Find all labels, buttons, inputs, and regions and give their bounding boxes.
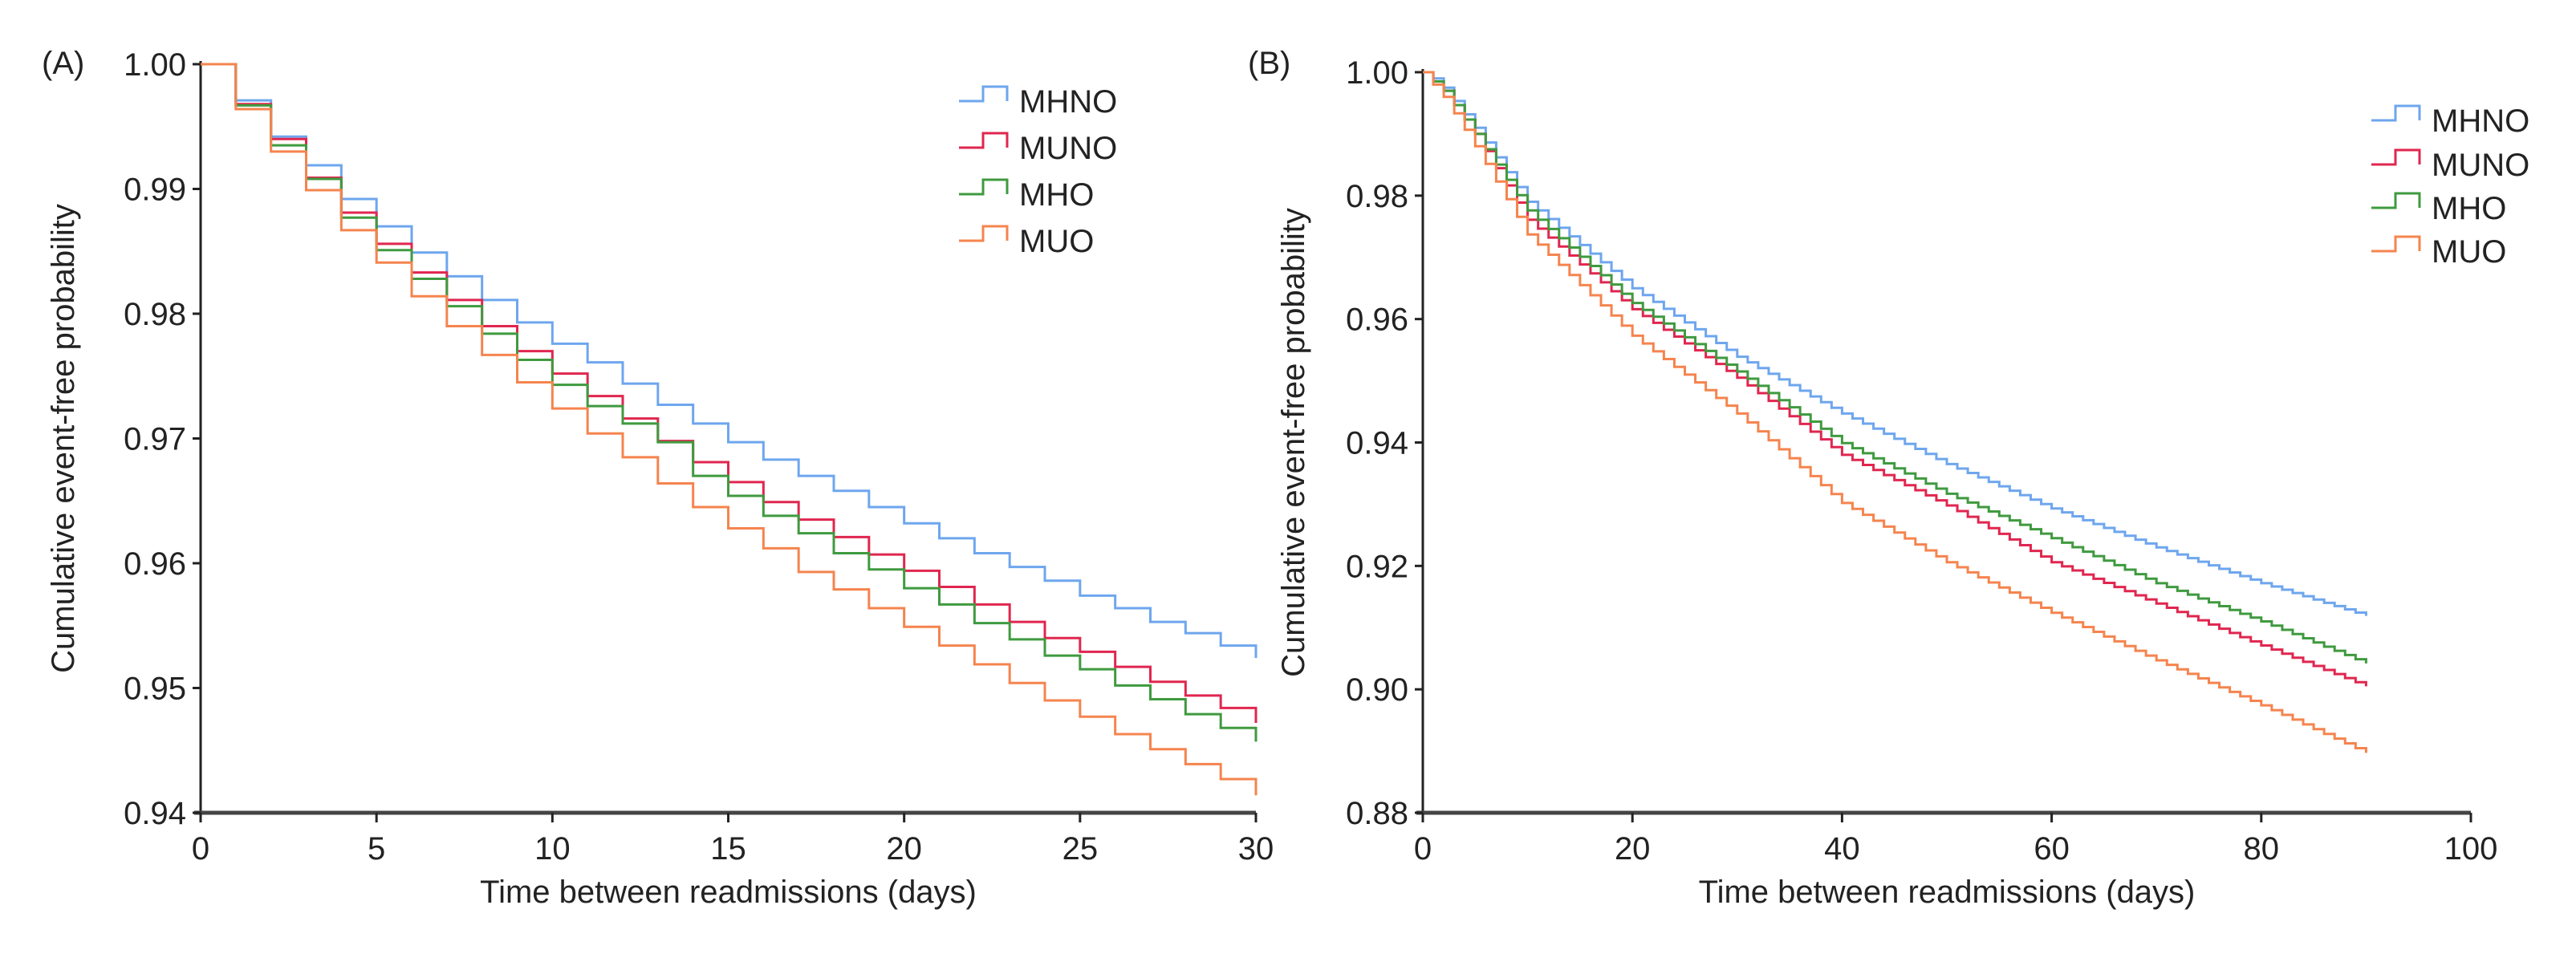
legend-item-mhno: MHNO — [959, 84, 1117, 120]
panel-label: (A) — [42, 46, 84, 81]
legend-label: MUO — [1019, 224, 1094, 259]
legend-swatch — [2371, 104, 2421, 122]
legend-swatch — [2371, 148, 2421, 166]
x-tick-label: 100 — [2444, 831, 2498, 867]
legend-label: MHO — [1019, 177, 1094, 213]
y-tick-label: 0.96 — [124, 546, 186, 582]
y-tick-label: 0.88 — [1346, 796, 1408, 831]
x-tick-label: 0 — [192, 831, 209, 867]
legend-item-mho: MHO — [2371, 191, 2506, 226]
legend-label: MHNO — [2432, 104, 2529, 139]
legend-item-muno: MUNO — [959, 131, 1117, 166]
legend-swatch — [959, 85, 1009, 103]
y-tick-label: 0.92 — [1346, 549, 1408, 584]
y-tick-label: 1.00 — [124, 47, 186, 83]
y-tick-label: 0.97 — [124, 422, 186, 457]
x-tick-label: 80 — [2244, 831, 2280, 867]
y-tick-label: 0.98 — [1346, 179, 1408, 214]
legend-item-mho: MHO — [959, 177, 1094, 213]
legend-label: MHO — [2432, 191, 2506, 226]
series-line-muo — [1423, 71, 2367, 753]
x-tick-label: 60 — [2034, 831, 2070, 867]
x-tick-label: 25 — [1062, 831, 1099, 867]
y-tick-label: 0.94 — [124, 796, 186, 831]
y-tick-label: 0.95 — [124, 672, 186, 707]
series-line-muno — [1423, 71, 2367, 687]
y-tick-label: 0.90 — [1346, 672, 1408, 708]
y-tick-label: 0.98 — [124, 297, 186, 332]
y-tick-label: 0.94 — [1346, 426, 1408, 461]
series-line-mho — [1423, 71, 2367, 664]
legend-label: MHNO — [1019, 84, 1117, 120]
x-tick-label: 10 — [534, 831, 571, 867]
x-axis-title: Time between readmissions (days) — [480, 875, 977, 910]
legend-item-muo: MUO — [2371, 234, 2506, 270]
legend-label: MUNO — [2432, 148, 2529, 183]
legend-swatch — [959, 132, 1009, 149]
legend-item-mhno: MHNO — [2371, 104, 2529, 139]
y-axis-title: Cumulative event-free probability — [1276, 208, 1311, 677]
panel-b: (B) 1.00 0.98 0.96 0.94 0.92 0.90 0.880 20 40 60 80… — [1248, 46, 2529, 910]
x-tick-label: 5 — [368, 831, 385, 867]
legend-label: MUNO — [1019, 131, 1117, 166]
legend-swatch — [959, 225, 1009, 242]
x-axis-title: Time between readmissions (days) — [1699, 875, 2196, 910]
y-tick-label: 1.00 — [1346, 55, 1408, 91]
x-tick-label: 0 — [1414, 831, 1432, 867]
series-line-muo — [201, 63, 1258, 796]
x-tick-label: 20 — [1615, 831, 1651, 867]
series-line-mhno — [1423, 71, 2367, 616]
y-axis-title: Cumulative event-free probability — [46, 204, 81, 673]
x-tick-label: 20 — [886, 831, 922, 867]
x-tick-label: 15 — [710, 831, 746, 867]
legend-item-muo: MUO — [959, 224, 1094, 259]
legend-item-muno: MUNO — [2371, 148, 2529, 183]
y-tick-label: 0.99 — [124, 173, 186, 208]
panel-a: (A) 1.00 0.99 0.98 0.97 0.96 0.95 0.940 5 10 15 20 2… — [42, 46, 1274, 910]
legend-swatch — [959, 178, 1009, 196]
legend-label: MUO — [2432, 234, 2506, 270]
x-tick-label: 40 — [1824, 831, 1860, 867]
panel-label: (B) — [1248, 46, 1290, 81]
x-tick-label: 30 — [1238, 831, 1274, 867]
y-tick-label: 0.96 — [1346, 302, 1408, 338]
legend-swatch — [2371, 235, 2421, 253]
legend-swatch — [2371, 192, 2421, 209]
